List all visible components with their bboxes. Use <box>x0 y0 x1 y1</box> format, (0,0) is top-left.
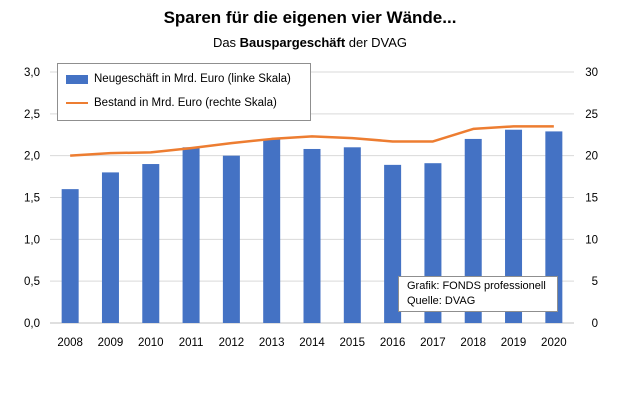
x-axis-tick-label: 2015 <box>340 337 366 349</box>
left-axis-tick-label: 0,0 <box>24 318 40 330</box>
legend-label-neugeschaeft: Neugeschäft in Mrd. Euro (linke Skala) <box>94 73 291 85</box>
left-axis-tick-label: 1,5 <box>24 193 40 205</box>
source-graphic-credit: Grafik: FONDS professionell <box>407 280 546 292</box>
bar-neugeschaeft <box>263 138 281 323</box>
bar-neugeschaeft <box>142 164 160 323</box>
legend-bar-swatch <box>66 74 88 84</box>
legend-label-bestand: Bestand in Mrd. Euro (rechte Skala) <box>94 97 277 109</box>
bar-neugeschaeft <box>505 129 523 323</box>
right-axis-tick-label: 15 <box>585 193 598 205</box>
right-axis-tick-label: 25 <box>585 109 598 121</box>
x-axis-tick-label: 2009 <box>98 337 124 349</box>
right-axis-tick-label: 5 <box>592 276 598 288</box>
x-axis-tick-label: 2018 <box>460 337 486 349</box>
x-axis-tick-label: 2012 <box>219 337 245 349</box>
right-axis-tick-label: 10 <box>585 234 598 246</box>
line-bestand <box>70 125 554 157</box>
bar-neugeschaeft <box>384 164 402 323</box>
x-axis-tick-label: 2016 <box>380 337 406 349</box>
legend-item-neugeschaeft: Neugeschäft in Mrd. Euro (linke Skala) <box>66 73 291 85</box>
bar-neugeschaeft <box>545 131 563 323</box>
legend-line-swatch <box>66 102 88 104</box>
bar-neugeschaeft <box>61 189 79 323</box>
right-axis-tick-label: 0 <box>592 318 598 330</box>
bar-neugeschaeft <box>303 148 321 323</box>
chart-title: Sparen für die eigenen vier Wände... <box>163 8 457 27</box>
legend-item-bestand: Bestand in Mrd. Euro (rechte Skala) <box>66 97 277 109</box>
x-axis-tick-label: 2020 <box>541 337 567 349</box>
bar-neugeschaeft <box>222 155 240 323</box>
x-axis-tick-label: 2014 <box>299 337 325 349</box>
left-axis-tick-label: 0,5 <box>24 276 40 288</box>
chart-subtitle: Das Bauspargeschäft der DVAG <box>212 35 408 50</box>
left-axis-tick-label: 1,0 <box>24 234 40 246</box>
right-axis-tick-label: 30 <box>585 67 598 79</box>
left-axis-tick-label: 2,5 <box>24 109 40 121</box>
x-axis-tick-label: 2011 <box>179 337 204 349</box>
bar-neugeschaeft <box>182 147 200 323</box>
x-axis-tick-label: 2017 <box>420 337 446 349</box>
x-axis-tick-label: 2010 <box>138 337 164 349</box>
left-axis-tick-label: 2,0 <box>24 151 40 163</box>
x-axis-tick-label: 2008 <box>57 337 83 349</box>
x-axis-tick-label: 2013 <box>259 337 285 349</box>
bar-neugeschaeft <box>101 172 119 323</box>
source-data-credit: Quelle: DVAG <box>407 295 476 307</box>
source-box: Grafik: FONDS professionell Quelle: DVAG <box>398 276 558 312</box>
left-axis-tick-label: 3,0 <box>24 67 40 79</box>
chart-legend: Neugeschäft in Mrd. Euro (linke Skala) B… <box>57 63 311 121</box>
right-axis-tick-label: 20 <box>585 151 598 163</box>
x-axis-tick-label: 2019 <box>501 337 527 349</box>
bar-neugeschaeft <box>343 147 361 323</box>
